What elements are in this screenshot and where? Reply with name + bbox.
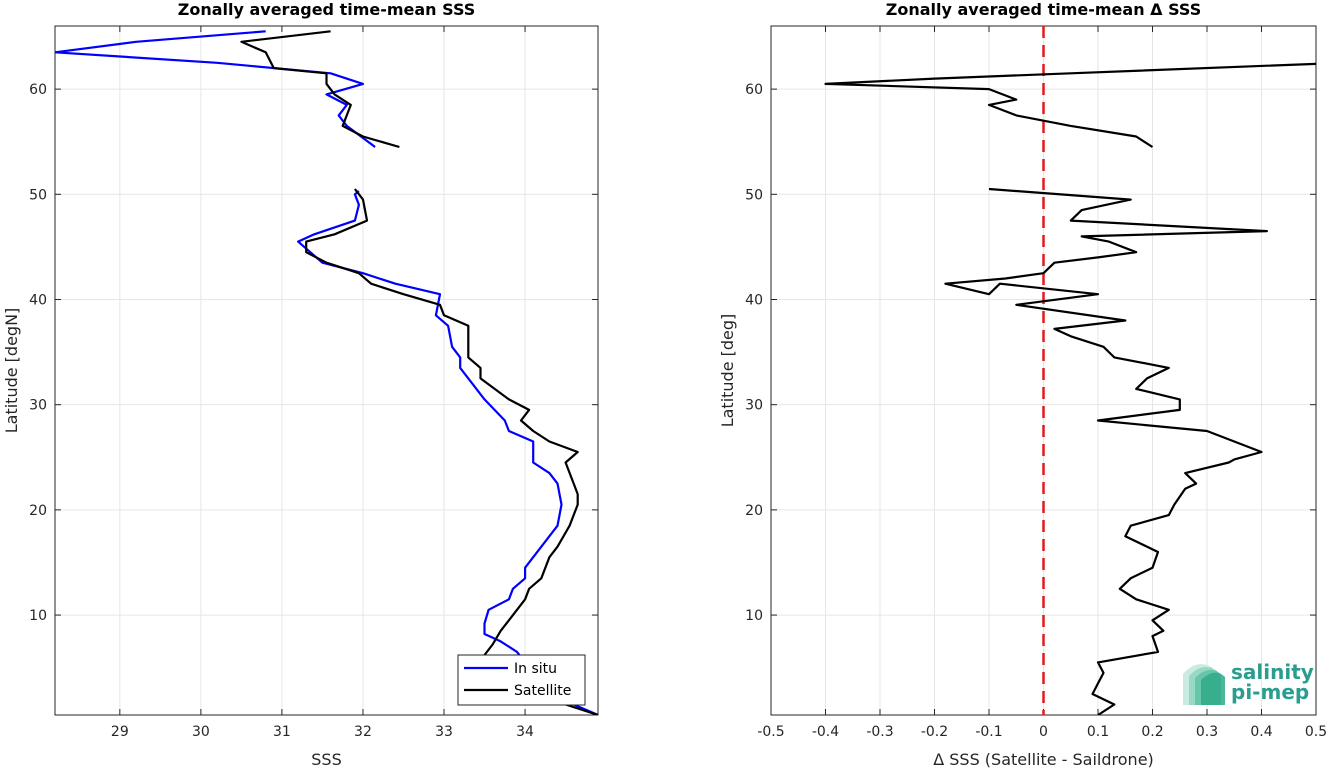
right-x-tick-label: 0.3 [1196,724,1218,740]
right-x-tick-label: -0.1 [975,724,1002,740]
right-y-tick-label: 40 [745,292,763,308]
right-x-tick-label: 0.5 [1305,724,1327,740]
chart-panel-left: 29 30 31 32 33 34 10 20 30 40 50 60 Zonally averaged… [2,0,599,769]
left-x-axis-label: SSS [311,750,341,769]
left-y-tick-label: 50 [29,187,47,203]
left-chart-title: Zonally averaged time-mean SSS [178,0,476,19]
right-y-axis-label: Latitude [deg] [718,314,737,428]
left-x-tick-label: 34 [516,724,534,740]
left-y-tick-label: 60 [29,82,47,98]
left-legend-label-satellite: Satellite [514,683,571,699]
right-y-tick-label: 50 [745,187,763,203]
left-y-tick-label: 30 [29,398,47,414]
right-x-tick-label: -0.3 [866,724,893,740]
right-series-delta-line [944,187,1269,715]
left-x-tick-label: 29 [111,724,129,740]
left-y-tick-label: 20 [29,503,47,519]
right-y-tick-label: 10 [745,608,763,624]
left-series-satellite-line [305,188,598,715]
right-x-tick-label: 0.2 [1141,724,1163,740]
left-legend-box [457,654,586,706]
left-series-in-situ-line [297,190,598,715]
logo-text-pi-mep: pi-mep [1231,680,1309,704]
right-x-tick-label: 0.4 [1250,724,1272,740]
right-y-tick-label: 30 [745,398,763,414]
left-x-tick-label: 30 [192,724,210,740]
right-chart-title: Zonally averaged time-mean Δ SSS [886,0,1202,19]
logo-wave-shape [1201,672,1225,705]
right-x-tick-label: 0.1 [1087,724,1109,740]
left-series-satellite-line [240,30,400,149]
left-y-tick-label: 10 [29,608,47,624]
left-y-tick-label: 40 [29,292,47,308]
left-legend-label-in-situ: In situ [514,661,557,677]
right-x-tick-label: -0.4 [812,724,839,740]
right-series-delta-line [824,62,1316,148]
left-axes-box [54,25,599,716]
right-x-tick-label: -0.5 [757,724,784,740]
left-x-tick-label: 33 [435,724,453,740]
right-x-tick-label: -0.2 [921,724,948,740]
right-x-axis-label: Δ SSS (Satellite - Saildrone) [933,750,1154,769]
right-x-tick-label: 0 [1039,724,1048,740]
logo-text-salinity: salinity [1231,660,1314,684]
right-y-tick-label: 60 [745,82,763,98]
left-y-axis-label: Latitude [degN] [2,308,21,434]
chart-panel-right: -0.5 -0.4 -0.3 -0.2 -0.1 0 0.1 0.2 0.3 0.4 0.5 10 20… [718,0,1327,769]
left-series-in-situ-line [55,30,376,148]
left-x-tick-label: 31 [273,724,291,740]
left-x-tick-label: 32 [354,724,372,740]
right-y-tick-label: 20 [745,503,763,519]
